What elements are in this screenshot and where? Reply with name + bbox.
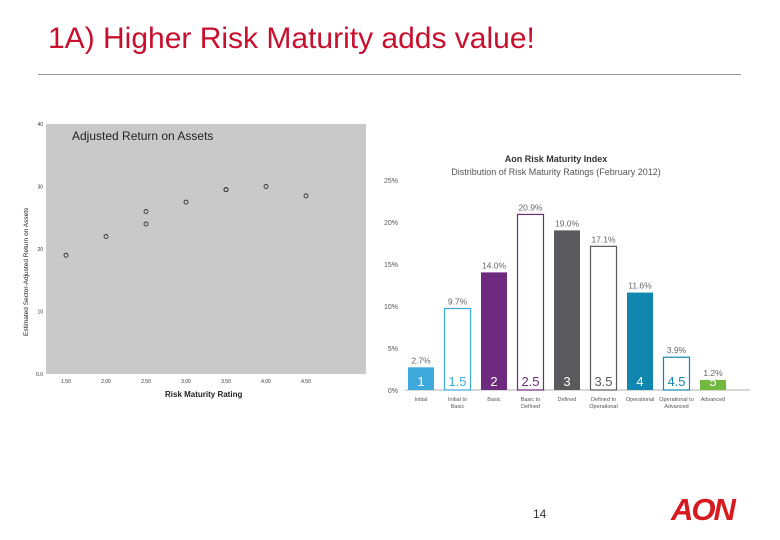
bar-value-label: 2.7% (411, 355, 431, 365)
bar (662, 356, 691, 391)
bar-subtitle: Distribution of Risk Maturity Ratings (F… (451, 167, 661, 177)
scatter-xlabel: Risk Maturity Rating (165, 390, 242, 399)
scatter-point (223, 187, 229, 193)
scatter-xtick-label: 4.00 (261, 379, 271, 385)
bar-category-label: Basic (487, 397, 501, 403)
scatter-xtick-label: 2.00 (101, 379, 111, 385)
bar-level-label: 5 (709, 374, 716, 389)
bar (554, 230, 580, 390)
bar (516, 213, 545, 391)
scatter-ytick-label: 0.0 (36, 372, 43, 378)
title-divider (38, 74, 741, 75)
bar (481, 272, 507, 390)
bar (408, 367, 434, 390)
scatter-point (103, 234, 109, 239)
scatter-ytick-label: 30 (37, 185, 43, 191)
scatter-ylabel: Estimated Sector-Adjusted Return on Asse… (23, 207, 30, 336)
scatter-title: Adjusted Return on Assets (72, 129, 213, 143)
bar-category-label: Initial (415, 397, 428, 403)
bar-value-label: 11.6% (628, 281, 652, 291)
bar (589, 245, 618, 391)
slide-title: 1A) Higher Risk Maturity adds value! (48, 22, 535, 55)
bar-ytick-label: 20% (384, 220, 398, 227)
bar-value-label: 20.9% (518, 202, 543, 212)
scatter-point (143, 221, 149, 227)
bar-value-label: 17.1% (591, 234, 616, 244)
scatter-point (183, 199, 189, 205)
page-number: 14 (533, 507, 547, 521)
scatter-xtick-label: 3.50 (221, 379, 231, 385)
bar-level-label: 3.5 (594, 374, 612, 389)
scatter-xtick-label: 4.50 (301, 379, 311, 385)
scatter-xtick-label: 3.00 (181, 379, 191, 385)
bar-ytick-label: 15% (384, 262, 398, 269)
bar-ytick-label: 10% (384, 304, 398, 311)
scatter-plot-area (46, 124, 366, 374)
bar-value-label: 1.2% (703, 368, 723, 378)
bar-level-label: 1 (417, 374, 424, 389)
bar-title: Aon Risk Maturity Index (505, 154, 608, 164)
bar-level-label: 2 (490, 374, 497, 389)
bar (443, 307, 472, 391)
bar-category-label: Initial to Basic (448, 397, 467, 410)
bar-value-label: 9.7% (448, 297, 468, 307)
bar-value-label: 3.9% (667, 345, 687, 355)
bar-value-label: 14.0% (482, 260, 507, 270)
bar (700, 379, 726, 390)
scatter-ytick-label: 40 (37, 122, 43, 128)
bar-category-label: Defined (558, 397, 577, 403)
bar-ytick-label: 25% (384, 178, 398, 185)
bar-level-label: 1.5 (448, 374, 466, 389)
bar-level-label: 4 (636, 374, 643, 389)
bar-ytick-label: 0% (388, 388, 398, 395)
bar-level-label: 4.5 (667, 374, 685, 389)
scatter-point (303, 193, 309, 199)
bar-level-label: 2.5 (521, 374, 539, 389)
bar-category-label: Operational (626, 397, 654, 403)
bar-category-label: Basic to Defined (521, 397, 541, 410)
scatter-xtick-label: 2.50 (141, 379, 151, 385)
scatter-point (63, 252, 69, 258)
bar-level-label: 3 (563, 374, 570, 389)
bar-category-label: Advanced (701, 397, 725, 403)
aon-logo-text: AON (670, 492, 737, 524)
bar-ytick-label: 5% (388, 346, 398, 353)
bar (627, 292, 653, 390)
scatter-point (143, 209, 149, 214)
scatter-point (263, 184, 269, 189)
scatter-ytick-label: 10 (37, 310, 43, 316)
scatter-ytick-label: 20 (37, 247, 43, 253)
aon-logo: AON (670, 492, 739, 524)
bar-value-label: 19.0% (555, 218, 580, 228)
scatter-xtick-label: 1.50 (61, 379, 71, 385)
bar-category-label: Defined to Operational (589, 397, 617, 410)
scatter-chart: Adjusted Return on Assets Estimated Sect… (23, 122, 366, 399)
bar-category-label: Operational to Advanced (659, 397, 694, 410)
bar-chart: Aon Risk Maturity Index Distribution of … (384, 154, 750, 410)
